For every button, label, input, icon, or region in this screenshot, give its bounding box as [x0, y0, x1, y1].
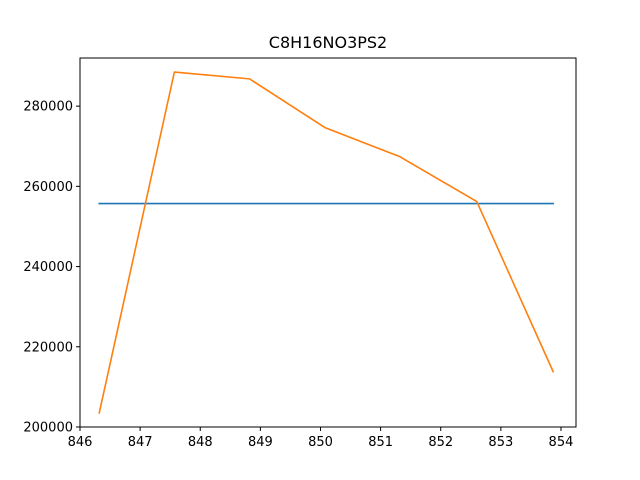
- x-tick-label: 848: [188, 435, 213, 450]
- y-tick-label: 240000: [23, 260, 73, 275]
- x-axis: 846 847 848 849 850 851 852 853 854: [68, 427, 574, 450]
- x-tick-label: 846: [68, 435, 93, 450]
- y-tick-label: 280000: [23, 100, 73, 115]
- x-tick-label: 851: [368, 435, 393, 450]
- y-axis: 200000 220000 240000 260000 280000: [23, 100, 80, 436]
- x-tick-label: 849: [248, 435, 273, 450]
- y-tick-label: 220000: [23, 340, 73, 355]
- x-tick-label: 852: [428, 435, 453, 450]
- y-tick-label: 200000: [23, 421, 73, 436]
- x-tick-label: 853: [488, 435, 513, 450]
- x-tick-label: 847: [128, 435, 153, 450]
- x-tick-label: 850: [308, 435, 333, 450]
- x-tick-label: 854: [549, 435, 574, 450]
- chart-title: C8H16NO3PS2: [269, 33, 387, 52]
- y-tick-label: 260000: [23, 180, 73, 195]
- series-line-2: [98, 71, 555, 414]
- plot-lines: [98, 71, 555, 414]
- plot-frame: [79, 57, 577, 428]
